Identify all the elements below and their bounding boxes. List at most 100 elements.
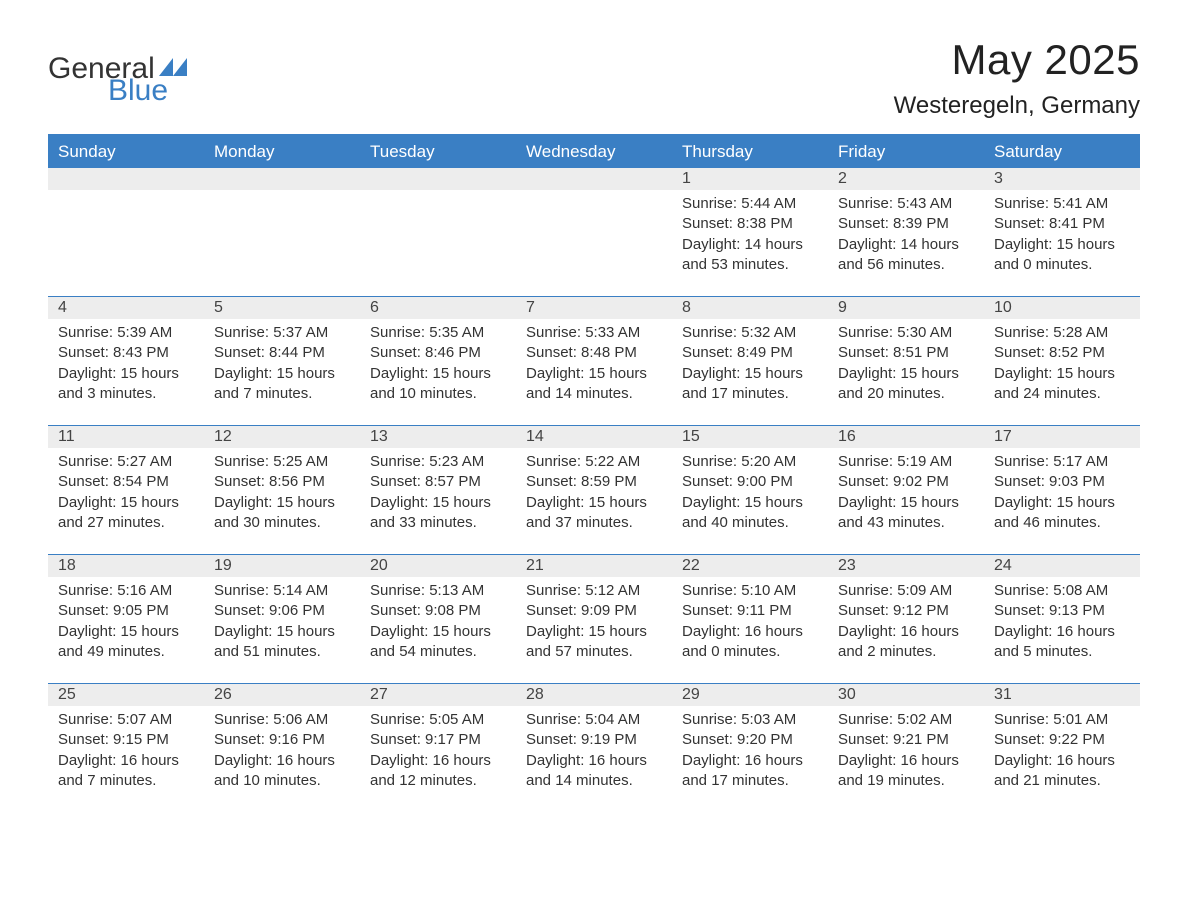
week-row: 18Sunrise: 5:16 AMSunset: 9:05 PMDayligh… bbox=[48, 554, 1140, 683]
daylight-line: Daylight: 15 hours and 37 minutes. bbox=[526, 493, 662, 534]
day-details: Sunrise: 5:05 AMSunset: 9:17 PMDaylight:… bbox=[360, 706, 516, 799]
logo-triangle-icon bbox=[159, 56, 187, 76]
page-title: May 2025 bbox=[894, 36, 1140, 84]
sunset-line: Sunset: 9:19 PM bbox=[526, 730, 662, 750]
calendar-cell: 19Sunrise: 5:14 AMSunset: 9:06 PMDayligh… bbox=[204, 555, 360, 683]
calendar-cell: 15Sunrise: 5:20 AMSunset: 9:00 PMDayligh… bbox=[672, 426, 828, 554]
day-number: 20 bbox=[360, 555, 516, 577]
dow-monday: Monday bbox=[204, 136, 360, 168]
week-row: 11Sunrise: 5:27 AMSunset: 8:54 PMDayligh… bbox=[48, 425, 1140, 554]
daylight-line: Daylight: 16 hours and 5 minutes. bbox=[994, 622, 1130, 663]
sunrise-line: Sunrise: 5:01 AM bbox=[994, 710, 1130, 730]
day-details: Sunrise: 5:08 AMSunset: 9:13 PMDaylight:… bbox=[984, 577, 1140, 670]
day-number: 29 bbox=[672, 684, 828, 706]
calendar-cell: 26Sunrise: 5:06 AMSunset: 9:16 PMDayligh… bbox=[204, 684, 360, 812]
dow-saturday: Saturday bbox=[984, 136, 1140, 168]
day-details: Sunrise: 5:27 AMSunset: 8:54 PMDaylight:… bbox=[48, 448, 204, 541]
daylight-line: Daylight: 16 hours and 7 minutes. bbox=[58, 751, 194, 792]
day-number: 12 bbox=[204, 426, 360, 448]
sunrise-line: Sunrise: 5:41 AM bbox=[994, 194, 1130, 214]
weeks-container: 1Sunrise: 5:44 AMSunset: 8:38 PMDaylight… bbox=[48, 168, 1140, 812]
sunset-line: Sunset: 9:12 PM bbox=[838, 601, 974, 621]
day-number: 13 bbox=[360, 426, 516, 448]
sunrise-line: Sunrise: 5:35 AM bbox=[370, 323, 506, 343]
week-row: 1Sunrise: 5:44 AMSunset: 8:38 PMDaylight… bbox=[48, 168, 1140, 296]
sunrise-line: Sunrise: 5:37 AM bbox=[214, 323, 350, 343]
calendar-cell bbox=[360, 168, 516, 296]
sunrise-line: Sunrise: 5:06 AM bbox=[214, 710, 350, 730]
sunrise-line: Sunrise: 5:17 AM bbox=[994, 452, 1130, 472]
sunrise-line: Sunrise: 5:33 AM bbox=[526, 323, 662, 343]
day-details: Sunrise: 5:17 AMSunset: 9:03 PMDaylight:… bbox=[984, 448, 1140, 541]
sunset-line: Sunset: 8:56 PM bbox=[214, 472, 350, 492]
sunset-line: Sunset: 9:02 PM bbox=[838, 472, 974, 492]
day-details: Sunrise: 5:02 AMSunset: 9:21 PMDaylight:… bbox=[828, 706, 984, 799]
sunrise-line: Sunrise: 5:12 AM bbox=[526, 581, 662, 601]
daylight-line: Daylight: 15 hours and 43 minutes. bbox=[838, 493, 974, 534]
day-number bbox=[360, 168, 516, 190]
week-row: 4Sunrise: 5:39 AMSunset: 8:43 PMDaylight… bbox=[48, 296, 1140, 425]
daylight-line: Daylight: 15 hours and 3 minutes. bbox=[58, 364, 194, 405]
day-number: 28 bbox=[516, 684, 672, 706]
day-details: Sunrise: 5:20 AMSunset: 9:00 PMDaylight:… bbox=[672, 448, 828, 541]
week-row: 25Sunrise: 5:07 AMSunset: 9:15 PMDayligh… bbox=[48, 683, 1140, 812]
sunset-line: Sunset: 8:41 PM bbox=[994, 214, 1130, 234]
sunrise-line: Sunrise: 5:44 AM bbox=[682, 194, 818, 214]
sunrise-line: Sunrise: 5:30 AM bbox=[838, 323, 974, 343]
calendar-cell bbox=[204, 168, 360, 296]
day-number: 6 bbox=[360, 297, 516, 319]
calendar-cell: 28Sunrise: 5:04 AMSunset: 9:19 PMDayligh… bbox=[516, 684, 672, 812]
sunrise-line: Sunrise: 5:07 AM bbox=[58, 710, 194, 730]
day-number: 18 bbox=[48, 555, 204, 577]
sunset-line: Sunset: 9:08 PM bbox=[370, 601, 506, 621]
sunset-line: Sunset: 9:09 PM bbox=[526, 601, 662, 621]
dow-friday: Friday bbox=[828, 136, 984, 168]
day-number: 15 bbox=[672, 426, 828, 448]
sunset-line: Sunset: 9:22 PM bbox=[994, 730, 1130, 750]
day-details: Sunrise: 5:23 AMSunset: 8:57 PMDaylight:… bbox=[360, 448, 516, 541]
calendar-cell: 5Sunrise: 5:37 AMSunset: 8:44 PMDaylight… bbox=[204, 297, 360, 425]
daylight-line: Daylight: 15 hours and 20 minutes. bbox=[838, 364, 974, 405]
calendar-cell: 12Sunrise: 5:25 AMSunset: 8:56 PMDayligh… bbox=[204, 426, 360, 554]
sunrise-line: Sunrise: 5:14 AM bbox=[214, 581, 350, 601]
sunset-line: Sunset: 9:06 PM bbox=[214, 601, 350, 621]
day-details: Sunrise: 5:22 AMSunset: 8:59 PMDaylight:… bbox=[516, 448, 672, 541]
calendar-cell: 4Sunrise: 5:39 AMSunset: 8:43 PMDaylight… bbox=[48, 297, 204, 425]
calendar-cell: 7Sunrise: 5:33 AMSunset: 8:48 PMDaylight… bbox=[516, 297, 672, 425]
day-details: Sunrise: 5:19 AMSunset: 9:02 PMDaylight:… bbox=[828, 448, 984, 541]
sunset-line: Sunset: 8:57 PM bbox=[370, 472, 506, 492]
day-details: Sunrise: 5:30 AMSunset: 8:51 PMDaylight:… bbox=[828, 319, 984, 412]
header: General Blue May 2025 Westeregeln, Germa… bbox=[48, 36, 1140, 120]
day-details: Sunrise: 5:32 AMSunset: 8:49 PMDaylight:… bbox=[672, 319, 828, 412]
day-number: 2 bbox=[828, 168, 984, 190]
calendar-cell: 3Sunrise: 5:41 AMSunset: 8:41 PMDaylight… bbox=[984, 168, 1140, 296]
sunset-line: Sunset: 8:51 PM bbox=[838, 343, 974, 363]
day-number: 25 bbox=[48, 684, 204, 706]
calendar-cell: 22Sunrise: 5:10 AMSunset: 9:11 PMDayligh… bbox=[672, 555, 828, 683]
sunset-line: Sunset: 8:54 PM bbox=[58, 472, 194, 492]
daylight-line: Daylight: 15 hours and 24 minutes. bbox=[994, 364, 1130, 405]
sunset-line: Sunset: 8:59 PM bbox=[526, 472, 662, 492]
day-details: Sunrise: 5:03 AMSunset: 9:20 PMDaylight:… bbox=[672, 706, 828, 799]
daylight-line: Daylight: 14 hours and 53 minutes. bbox=[682, 235, 818, 276]
calendar-cell: 31Sunrise: 5:01 AMSunset: 9:22 PMDayligh… bbox=[984, 684, 1140, 812]
daylight-line: Daylight: 16 hours and 17 minutes. bbox=[682, 751, 818, 792]
sunrise-line: Sunrise: 5:02 AM bbox=[838, 710, 974, 730]
daylight-line: Daylight: 16 hours and 21 minutes. bbox=[994, 751, 1130, 792]
day-number: 16 bbox=[828, 426, 984, 448]
day-details: Sunrise: 5:25 AMSunset: 8:56 PMDaylight:… bbox=[204, 448, 360, 541]
calendar-cell: 16Sunrise: 5:19 AMSunset: 9:02 PMDayligh… bbox=[828, 426, 984, 554]
calendar-cell: 11Sunrise: 5:27 AMSunset: 8:54 PMDayligh… bbox=[48, 426, 204, 554]
daylight-line: Daylight: 16 hours and 2 minutes. bbox=[838, 622, 974, 663]
daylight-line: Daylight: 15 hours and 40 minutes. bbox=[682, 493, 818, 534]
day-number: 9 bbox=[828, 297, 984, 319]
sunrise-line: Sunrise: 5:27 AM bbox=[58, 452, 194, 472]
calendar-cell: 17Sunrise: 5:17 AMSunset: 9:03 PMDayligh… bbox=[984, 426, 1140, 554]
calendar-cell: 18Sunrise: 5:16 AMSunset: 9:05 PMDayligh… bbox=[48, 555, 204, 683]
sunset-line: Sunset: 8:39 PM bbox=[838, 214, 974, 234]
day-number: 4 bbox=[48, 297, 204, 319]
day-details: Sunrise: 5:04 AMSunset: 9:19 PMDaylight:… bbox=[516, 706, 672, 799]
day-number: 24 bbox=[984, 555, 1140, 577]
day-details: Sunrise: 5:35 AMSunset: 8:46 PMDaylight:… bbox=[360, 319, 516, 412]
day-details: Sunrise: 5:39 AMSunset: 8:43 PMDaylight:… bbox=[48, 319, 204, 412]
